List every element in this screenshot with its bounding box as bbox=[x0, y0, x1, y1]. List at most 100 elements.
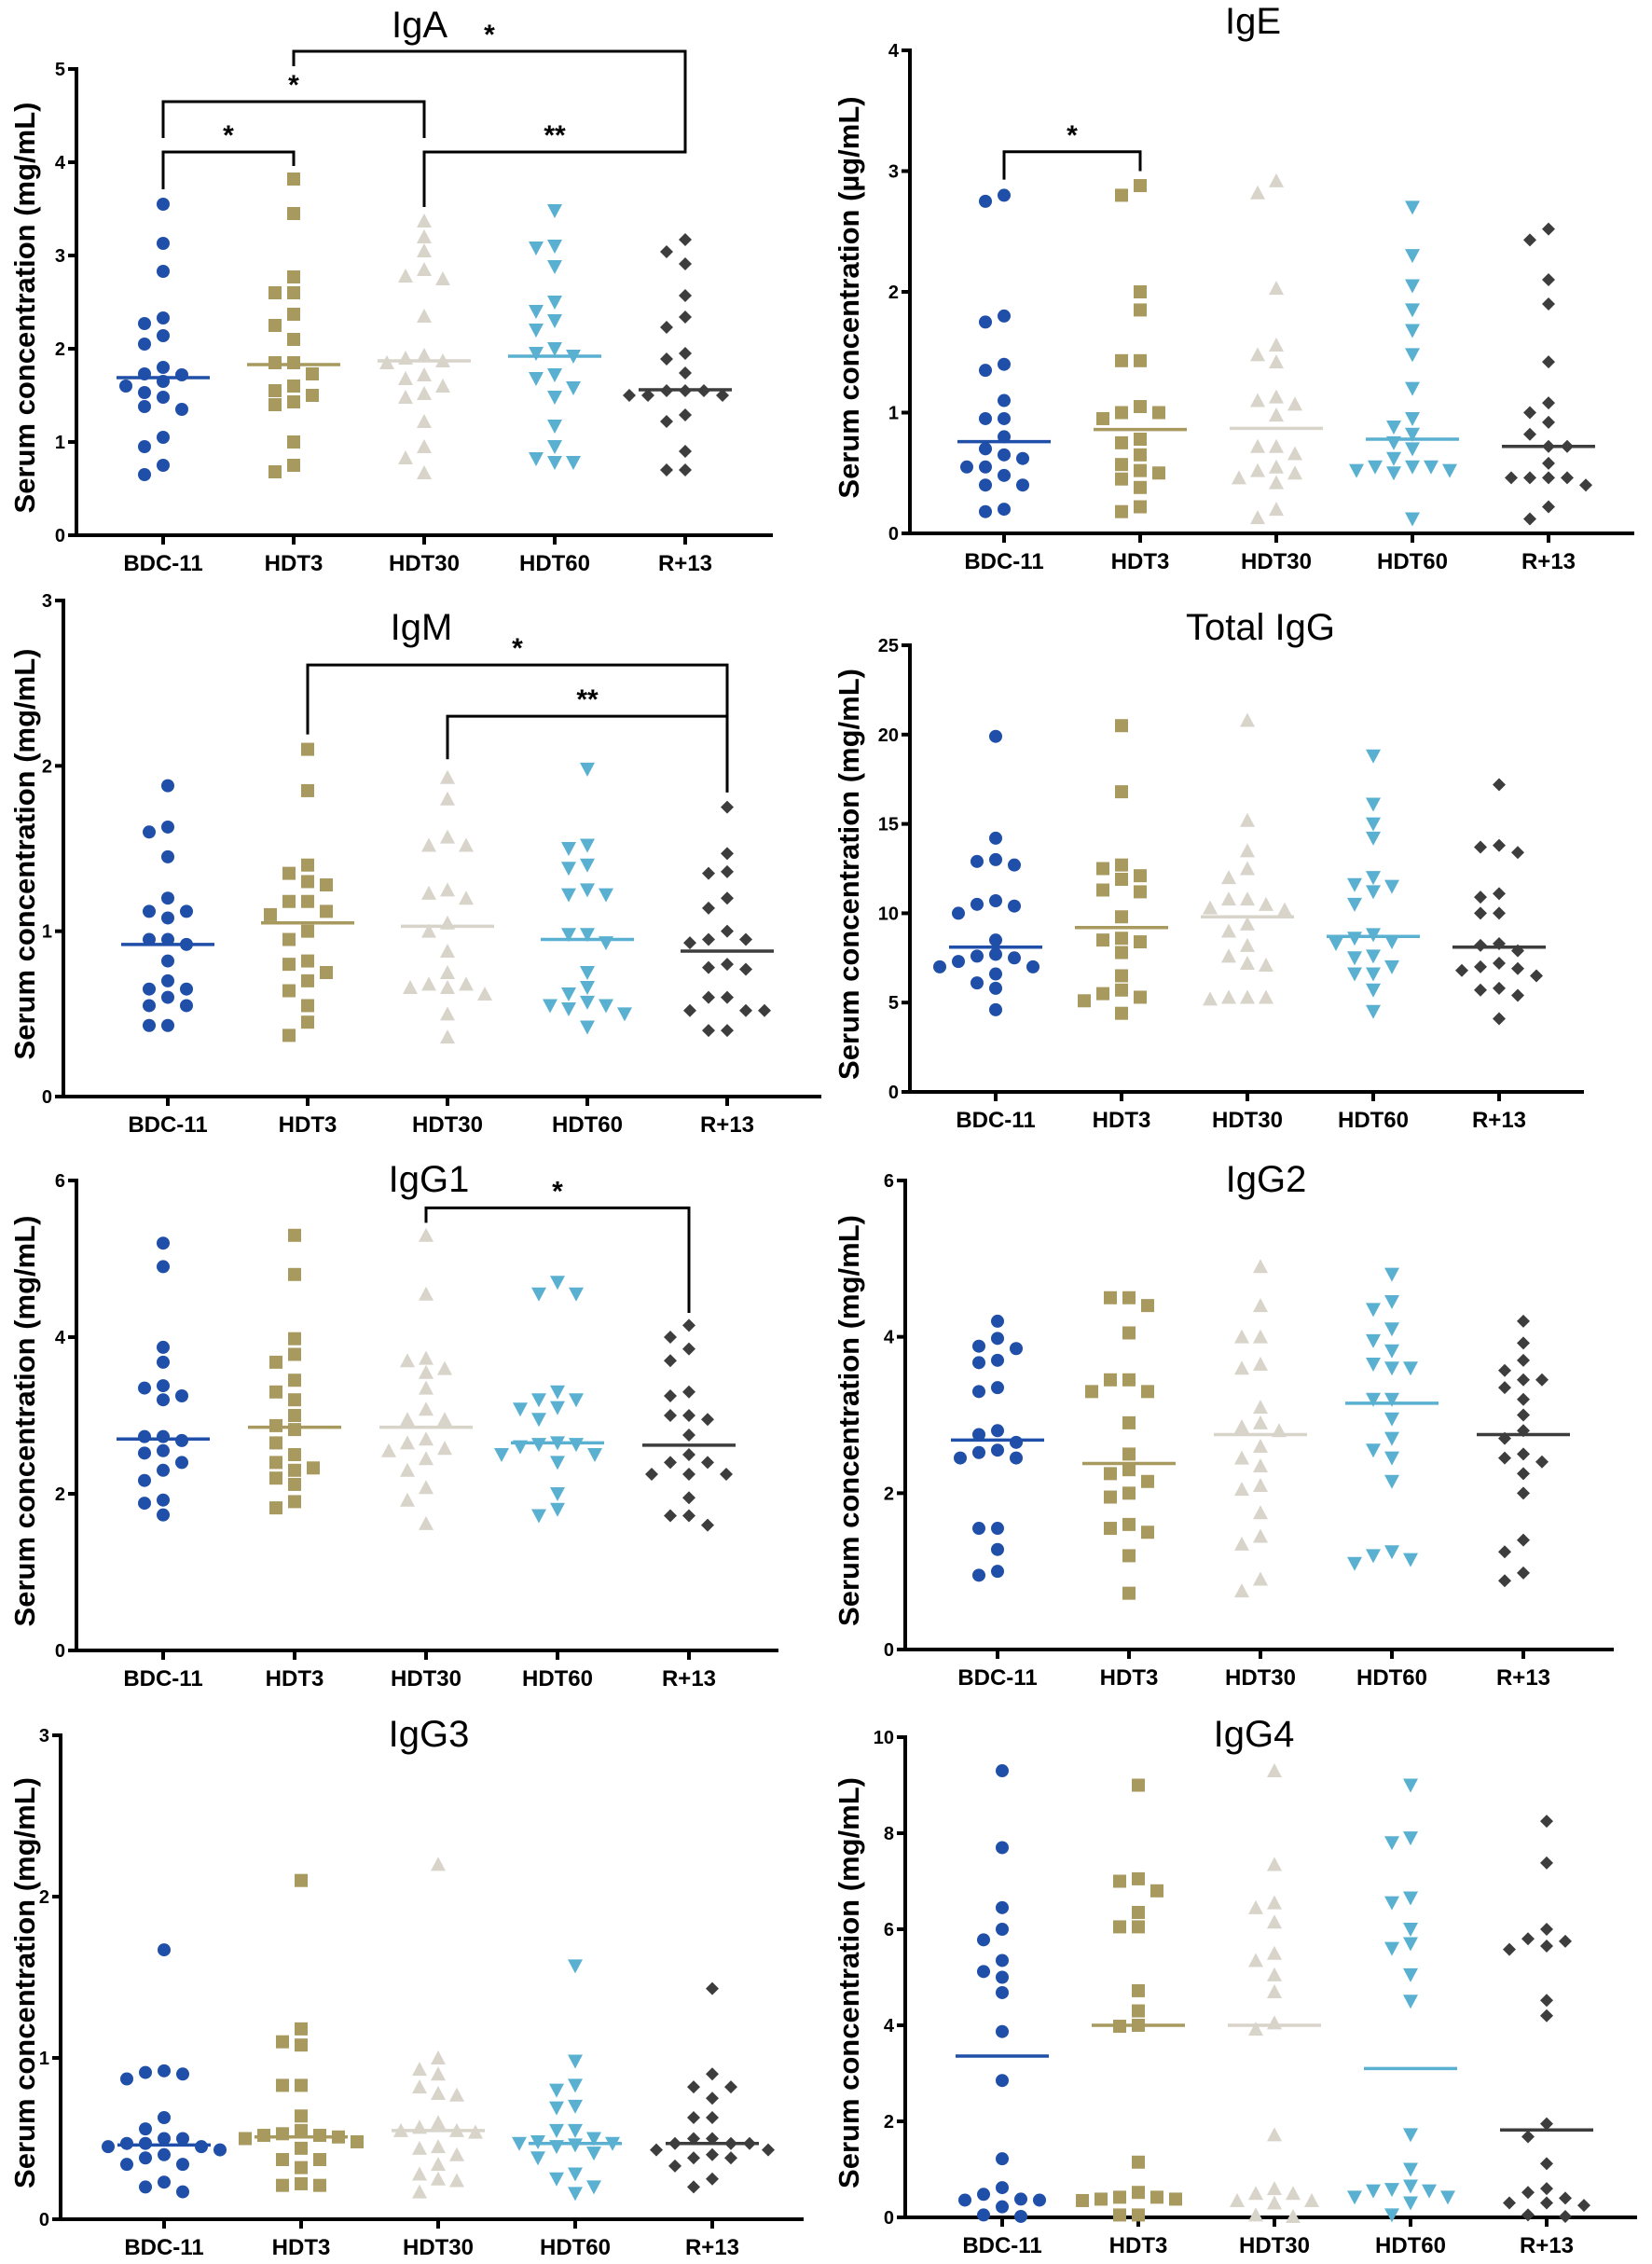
data-point bbox=[440, 882, 455, 897]
data-point bbox=[287, 380, 300, 393]
data-point bbox=[381, 1443, 396, 1457]
data-point bbox=[1403, 1553, 1418, 1567]
y-tick-label: 0 bbox=[55, 1641, 65, 1662]
data-point bbox=[1347, 1556, 1362, 1571]
data-point bbox=[933, 959, 946, 973]
data-point bbox=[295, 2160, 308, 2174]
data-point bbox=[529, 372, 544, 386]
series-bdc-11 bbox=[951, 1314, 1044, 1582]
data-point bbox=[1234, 1419, 1249, 1434]
data-point bbox=[1115, 785, 1128, 799]
data-point bbox=[269, 1501, 282, 1515]
data-point bbox=[1096, 987, 1109, 1001]
data-point bbox=[268, 465, 282, 478]
data-point bbox=[1253, 1415, 1268, 1429]
data-point bbox=[1474, 840, 1487, 854]
data-point bbox=[1384, 1392, 1399, 1407]
data-point bbox=[1132, 1905, 1145, 1919]
data-point bbox=[307, 1461, 320, 1475]
chart-title: IgG4 bbox=[1214, 1714, 1295, 1755]
data-point bbox=[440, 769, 455, 784]
panel-igg1: IgG1 Serum concentration (mg/mL) 0 2 4 6 BDC-1… bbox=[8, 1159, 778, 1691]
series-hdt30 bbox=[401, 769, 494, 1044]
panel-total-igg: Total IgG Serum concentration (mg/mL) 0 5 10… bbox=[833, 607, 1584, 1133]
data-point bbox=[561, 1002, 576, 1017]
data-point bbox=[419, 1380, 434, 1395]
y-axis-label: Serum concentration (mg/mL) bbox=[8, 649, 41, 1060]
series-hdt3 bbox=[1076, 1778, 1185, 2222]
data-point bbox=[687, 2111, 700, 2125]
data-point bbox=[1366, 885, 1381, 900]
y-tick-label: 4 bbox=[884, 1328, 895, 1348]
data-point bbox=[1269, 438, 1284, 453]
data-point bbox=[1122, 1291, 1136, 1305]
data-point bbox=[1269, 173, 1284, 187]
data-point bbox=[269, 1355, 282, 1369]
x-tick-label: BDC-11 bbox=[956, 1108, 1035, 1133]
data-point bbox=[550, 1385, 565, 1400]
data-point bbox=[157, 237, 170, 250]
data-point bbox=[1405, 427, 1420, 442]
data-point bbox=[1269, 337, 1284, 352]
significance-label: * bbox=[223, 120, 234, 151]
y-axis-label: Serum concentration (mg/mL) bbox=[8, 1777, 41, 2188]
data-point bbox=[276, 2152, 289, 2166]
data-point bbox=[1267, 1945, 1282, 1960]
data-point bbox=[996, 1985, 1009, 1999]
data-point bbox=[449, 2173, 464, 2188]
data-point bbox=[301, 875, 314, 889]
series-hdt60 bbox=[494, 1276, 604, 1524]
data-point bbox=[1240, 812, 1255, 827]
data-point bbox=[679, 257, 692, 270]
data-point bbox=[996, 1923, 1009, 1936]
data-point bbox=[1094, 2192, 1108, 2206]
data-point bbox=[531, 1287, 546, 1302]
data-point bbox=[176, 2067, 189, 2081]
data-point bbox=[682, 1318, 695, 1332]
data-point bbox=[989, 967, 1002, 981]
data-point bbox=[547, 260, 562, 274]
y-tick-label: 5 bbox=[55, 60, 65, 80]
data-point bbox=[1405, 411, 1420, 426]
significance-label: * bbox=[484, 20, 495, 50]
data-point bbox=[1122, 1326, 1136, 1340]
data-point bbox=[660, 463, 673, 476]
data-point bbox=[288, 1448, 301, 1461]
data-point bbox=[440, 965, 455, 979]
data-point bbox=[1523, 471, 1536, 485]
data-point bbox=[1384, 1322, 1399, 1337]
data-point bbox=[1540, 2182, 1553, 2196]
data-point bbox=[682, 1468, 695, 1481]
data-point bbox=[660, 415, 673, 428]
data-point bbox=[400, 1462, 415, 1477]
data-point bbox=[157, 311, 170, 324]
data-point bbox=[419, 1286, 434, 1301]
data-point bbox=[529, 242, 544, 255]
data-point bbox=[599, 999, 613, 1014]
data-point bbox=[157, 1236, 170, 1250]
data-point bbox=[176, 2132, 189, 2146]
data-point bbox=[301, 858, 314, 872]
x-tick-label: HDT3 bbox=[266, 1666, 324, 1691]
data-point bbox=[996, 2181, 1009, 2195]
data-point bbox=[1269, 389, 1284, 404]
y-axis-label: Serum concentration (mg/mL) bbox=[8, 1216, 41, 1627]
y-tick-label: 4 bbox=[888, 41, 900, 62]
data-point bbox=[1386, 466, 1401, 481]
data-point bbox=[440, 1029, 455, 1044]
data-point bbox=[1253, 1357, 1268, 1372]
data-point bbox=[547, 296, 562, 310]
data-point bbox=[412, 2079, 427, 2094]
data-point bbox=[706, 2172, 719, 2186]
y-tick-label: 0 bbox=[42, 1087, 52, 1108]
data-point bbox=[1403, 1967, 1418, 1982]
data-point bbox=[161, 891, 174, 905]
data-point bbox=[1386, 421, 1401, 435]
y-tick-label: 2 bbox=[888, 283, 899, 303]
data-point bbox=[721, 990, 734, 1004]
data-point bbox=[1366, 1004, 1381, 1019]
data-point bbox=[1366, 983, 1381, 998]
data-point bbox=[1250, 347, 1265, 362]
data-point bbox=[287, 435, 300, 449]
